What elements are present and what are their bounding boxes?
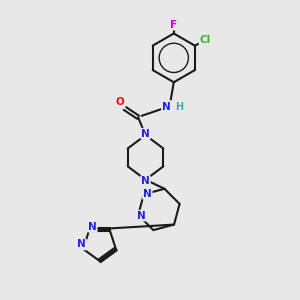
Text: N: N: [162, 102, 171, 112]
Text: O: O: [116, 98, 125, 107]
Text: N: N: [141, 129, 150, 139]
Text: N: N: [88, 222, 97, 232]
Text: N: N: [141, 176, 150, 186]
Text: N: N: [137, 211, 146, 220]
Text: N: N: [143, 189, 152, 199]
Text: F: F: [170, 20, 177, 30]
Text: Cl: Cl: [200, 35, 211, 45]
Text: H: H: [175, 103, 183, 112]
Text: N: N: [77, 239, 86, 250]
